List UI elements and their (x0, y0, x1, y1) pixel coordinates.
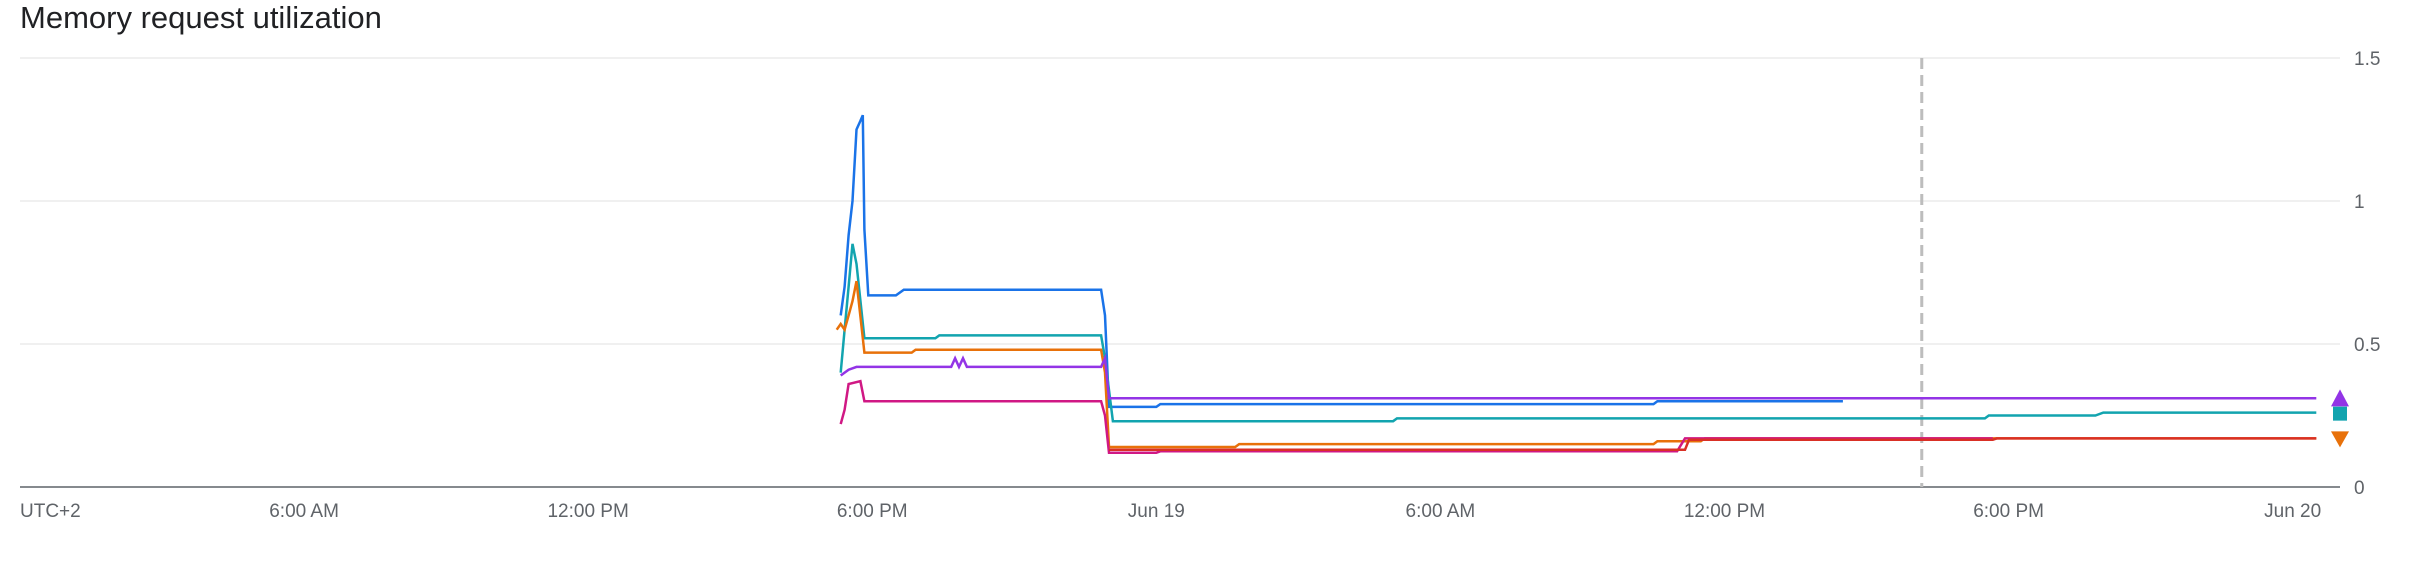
series-line-3 (835, 280, 2317, 449)
end-marker-square (2333, 406, 2347, 421)
series-line-1 (839, 114, 1843, 409)
x-tick-label: 6:00 AM (269, 501, 339, 522)
y-tick-label: 1 (2354, 192, 2365, 213)
x-tick-label: Jun 19 (1128, 501, 1185, 522)
x-tick-label: 6:00 AM (1406, 501, 1476, 522)
y-tick-label: 0.5 (2354, 335, 2380, 356)
series-line-2 (839, 243, 2317, 423)
x-tick-label: 6:00 PM (1973, 501, 2044, 522)
x-tick-label: 12:00 PM (547, 501, 628, 522)
end-marker-triangle-down (2331, 431, 2349, 448)
x-tick-label: Jun 20 (2264, 501, 2321, 522)
chart-title: Memory request utilization (20, 0, 382, 35)
x-tick-label: 12:00 PM (1684, 501, 1765, 522)
y-tick-label: 1.5 (2354, 49, 2380, 70)
series-line-4 (839, 353, 2317, 400)
series-line-5 (839, 379, 1993, 454)
y-tick-label: 0 (2354, 478, 2365, 499)
x-tick-label: UTC+2 (20, 501, 81, 522)
x-tick-label: 6:00 PM (837, 501, 908, 522)
series-line-6 (1109, 437, 2317, 452)
end-marker-triangle-up (2331, 389, 2349, 407)
